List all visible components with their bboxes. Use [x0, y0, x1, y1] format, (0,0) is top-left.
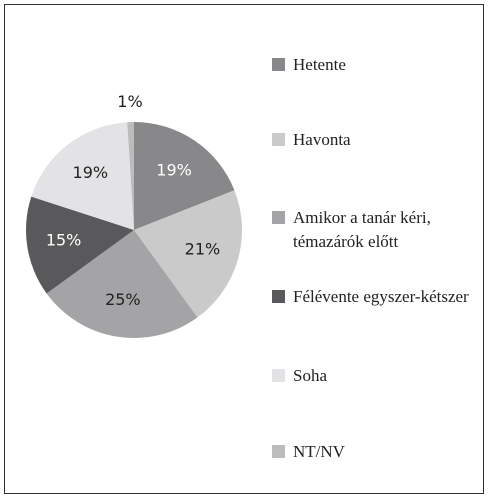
pie-slice	[127, 122, 134, 230]
data-label: 1%	[117, 92, 142, 111]
legend-swatch	[272, 133, 285, 146]
legend-label: Havonta	[293, 130, 351, 149]
legend-swatch	[272, 211, 285, 224]
legend-label: Hetente	[293, 55, 346, 74]
legend-swatch	[272, 58, 285, 71]
pie-slice	[26, 196, 134, 294]
legend-entry: Hetente	[272, 53, 473, 77]
legend-entry: Soha	[272, 364, 473, 388]
pie-slice	[31, 122, 134, 230]
legend-swatch	[272, 290, 285, 303]
legend-swatch	[272, 369, 285, 382]
legend-label: Amikor a tanár kéri, témazárók előtt	[293, 208, 431, 251]
legend-label: NT/NV	[293, 442, 345, 461]
legend-label: Soha	[293, 366, 327, 385]
legend-swatch	[272, 445, 285, 458]
legend-label: Félévente egyszer-kétszer	[293, 287, 469, 306]
legend-entry: Amikor a tanár kéri, témazárók előtt	[272, 206, 473, 254]
data-label: 15%	[46, 231, 82, 250]
legend-entry: Félévente egyszer-kétszer	[272, 285, 473, 309]
data-label: 19%	[156, 161, 192, 180]
data-label: 19%	[73, 163, 109, 182]
data-label: 21%	[185, 239, 221, 258]
pie-slice	[46, 230, 198, 338]
frame	[4, 4, 484, 494]
pie-slice	[134, 122, 235, 230]
pie-slice	[134, 190, 243, 318]
data-label: 25%	[105, 290, 141, 309]
legend-entry: NT/NV	[272, 440, 473, 464]
legend-entry: Havonta	[272, 128, 473, 152]
